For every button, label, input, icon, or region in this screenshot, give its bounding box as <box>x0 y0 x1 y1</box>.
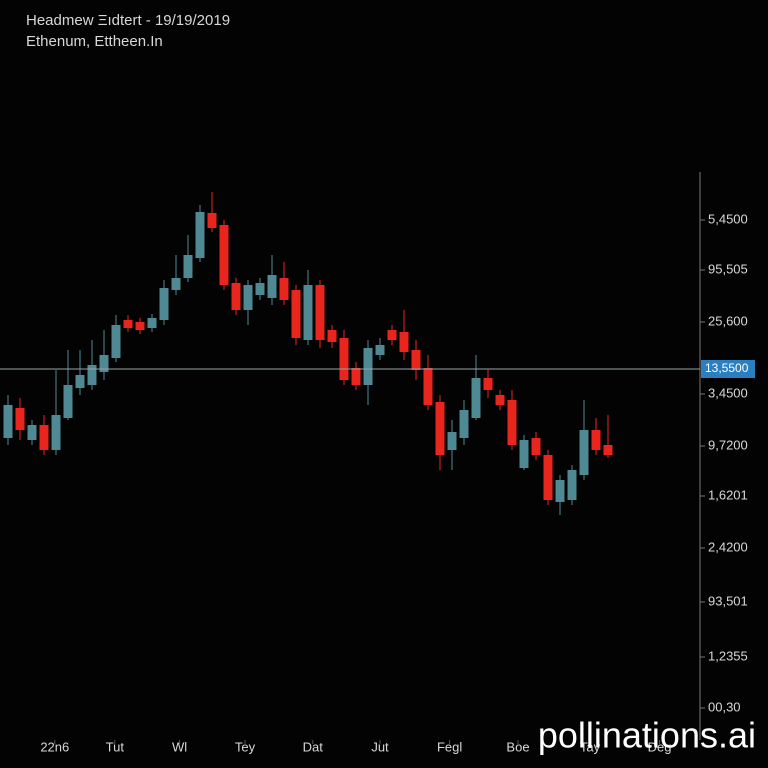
y-tick-label: 2,4200 <box>708 539 748 554</box>
candle-body <box>351 368 361 385</box>
y-tick-label: 93,501 <box>708 593 748 608</box>
candle-body <box>555 480 565 502</box>
candle-body <box>543 455 553 500</box>
candle-body <box>423 368 433 405</box>
candle-body <box>579 430 589 475</box>
candle-body <box>99 355 109 372</box>
candle-body <box>411 350 421 370</box>
chart-subtitle: Ethenum, Ettheen.In <box>26 33 163 50</box>
x-tick-label: Boe <box>506 739 529 754</box>
candle-body <box>315 285 325 340</box>
candle-body <box>339 338 349 380</box>
candle-body <box>147 318 157 328</box>
candle-body <box>171 278 181 290</box>
candle-body <box>471 378 481 418</box>
x-tick-label: 22n6 <box>40 739 69 754</box>
candle-body <box>375 345 385 355</box>
candle-body <box>207 213 217 228</box>
candle-body <box>447 432 457 450</box>
candle-body <box>567 470 577 500</box>
candle-body <box>3 405 13 438</box>
candle-body <box>399 332 409 352</box>
candle-body <box>519 440 529 468</box>
y-tick-label: 25,600 <box>708 313 748 328</box>
x-tick-label: Fegl <box>437 739 462 754</box>
candle-body <box>279 278 289 300</box>
watermark: pollinations.ai <box>538 715 756 756</box>
candle-body <box>603 445 613 455</box>
x-tick-label: Tut <box>106 739 125 754</box>
candle-body <box>291 290 301 338</box>
candle-body <box>303 285 313 340</box>
candle-body <box>51 415 61 450</box>
candle-body <box>327 330 337 342</box>
candle-body <box>591 430 601 450</box>
x-tick-label: Dat <box>303 739 324 754</box>
last-price-label: 13,5500 <box>705 361 749 375</box>
x-tick-label: Jut <box>371 739 389 754</box>
y-tick-label: 3,4500 <box>708 385 748 400</box>
candle-body <box>135 322 145 330</box>
candle-body <box>219 225 229 285</box>
candle-body <box>267 275 277 298</box>
x-tick-label: Wl <box>172 739 187 754</box>
candle-body <box>63 385 73 418</box>
last-price-box <box>701 360 755 378</box>
candle-body <box>75 375 85 388</box>
candle-body <box>507 400 517 445</box>
y-tick-label: 1,6201 <box>708 487 748 502</box>
y-tick-label: 00,30 <box>708 699 741 714</box>
candle-body <box>387 330 397 340</box>
candle-body <box>483 378 493 390</box>
y-tick-label: 95,505 <box>708 261 748 276</box>
y-tick-label: 1,2355 <box>708 648 748 663</box>
candle-body <box>531 438 541 455</box>
candle-body <box>87 365 97 385</box>
x-tick-label: Tay <box>580 739 601 754</box>
candle-body <box>183 255 193 278</box>
candle-body <box>195 212 205 258</box>
candle-body <box>363 348 373 385</box>
candle-body <box>15 408 25 430</box>
candle-body <box>231 283 241 310</box>
candle-body <box>243 285 253 310</box>
candle-body <box>255 283 265 295</box>
candle-body <box>459 410 469 438</box>
candle-body <box>123 320 133 328</box>
candle-body <box>27 425 37 440</box>
chart-title: Headmew Ξıdtert - 19/19/2019 <box>26 12 230 29</box>
candle-body <box>39 425 49 450</box>
candle-body <box>435 402 445 455</box>
candle-body <box>111 325 121 358</box>
x-tick-label: Tey <box>235 739 256 754</box>
x-tick-label: Deg <box>648 739 672 754</box>
candle-body <box>495 395 505 405</box>
candle-body <box>159 288 169 320</box>
y-tick-label: 5,4500 <box>708 211 748 226</box>
y-tick-label: 9,7200 <box>708 437 748 452</box>
